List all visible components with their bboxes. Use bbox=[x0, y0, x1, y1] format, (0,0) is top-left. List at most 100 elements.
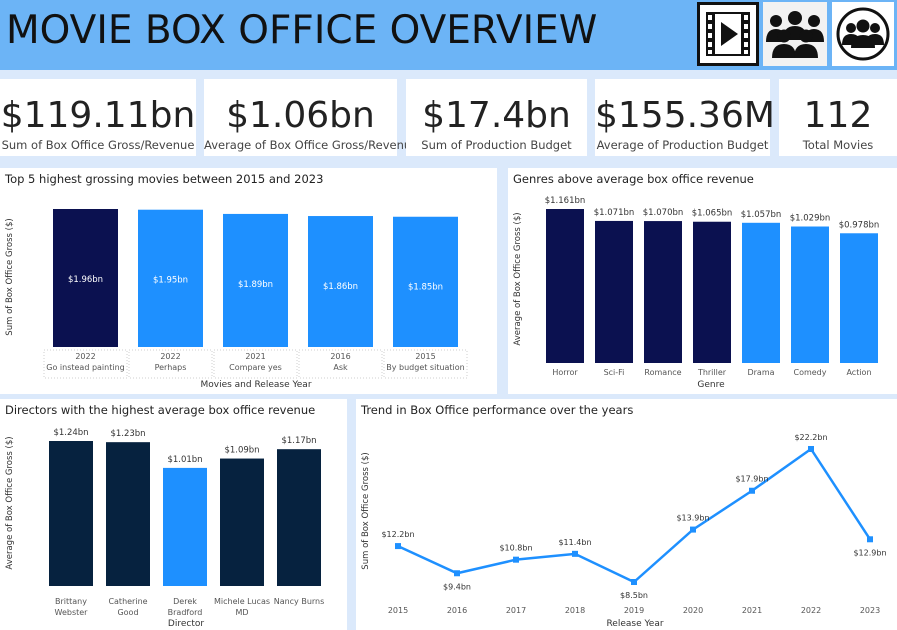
data-label: $1.24bn bbox=[53, 428, 88, 438]
group-circle-icon[interactable] bbox=[832, 2, 894, 66]
data-label: $1.86bn bbox=[323, 282, 358, 292]
x-tick-label: 2015 bbox=[388, 606, 408, 615]
x-tick-label: Horror bbox=[552, 368, 578, 377]
top5-movies-chart: $1.96bn 2022 Go instead painting $1.95bn 202… bbox=[5, 209, 468, 390]
directors-chart: $1.24bn Brittany Webster $1.23bn Catherine Go… bbox=[5, 428, 325, 629]
kpi-label: Average of Box Office Gross/Revenue bbox=[204, 138, 419, 152]
data-label: $0.978bn bbox=[839, 220, 880, 230]
x-tick-label: Romance bbox=[644, 368, 681, 377]
data-label: $11.4bn bbox=[558, 538, 591, 547]
panel-title: Genres above average box office revenue bbox=[513, 172, 754, 186]
team-people-icon[interactable] bbox=[763, 2, 827, 66]
data-point bbox=[690, 526, 696, 533]
data-label: $10.8bn bbox=[499, 544, 532, 553]
bar bbox=[693, 221, 731, 363]
bar bbox=[791, 226, 829, 363]
x-tick-label: 2022 bbox=[75, 352, 95, 361]
panel-title: Directors with the highest average box o… bbox=[5, 403, 316, 417]
kpi-value: $17.4bn bbox=[422, 95, 571, 136]
x-tick-label: Thriller bbox=[697, 368, 727, 377]
x-tick-label: Catherine bbox=[108, 597, 147, 606]
bar bbox=[106, 442, 150, 586]
bar bbox=[163, 467, 207, 586]
category-box bbox=[43, 349, 128, 379]
data-label: $1.17bn bbox=[281, 436, 316, 446]
panel-title: Trend in Box Office performance over the… bbox=[361, 403, 634, 417]
category-box bbox=[128, 349, 213, 379]
category-box bbox=[383, 349, 468, 379]
kpi-card-sum-gross: $119.11bn Sum of Box Office Gross/Revenu… bbox=[0, 79, 196, 156]
x-tick-label: 2022 bbox=[801, 606, 821, 615]
category-box bbox=[213, 349, 298, 379]
x-tick-label: 2016 bbox=[447, 606, 467, 615]
data-point bbox=[808, 446, 814, 452]
data-label: $1.070bn bbox=[643, 208, 684, 218]
x-axis-label: Movies and Release Year bbox=[200, 380, 311, 390]
page-title: MOVIE BOX OFFICE OVERVIEW bbox=[6, 8, 598, 53]
series-line bbox=[397, 447, 872, 584]
x-tick-label: 2021 bbox=[742, 606, 762, 615]
data-label: $22.2bn bbox=[794, 433, 827, 442]
x-tick-label: 2017 bbox=[506, 606, 526, 615]
x-tick-label: Drama bbox=[747, 368, 774, 377]
data-label: $1.85bn bbox=[408, 283, 443, 293]
kpi-card-total-movies: 112 Total Movies bbox=[779, 79, 897, 156]
data-label: $1.065bn bbox=[692, 209, 733, 219]
data-label: $1.071bn bbox=[594, 208, 635, 218]
bar bbox=[220, 458, 264, 586]
data-label: $1.96bn bbox=[68, 275, 103, 285]
kpi-value: $1.06bn bbox=[226, 95, 375, 136]
film-strip-play-icon[interactable] bbox=[697, 2, 759, 66]
data-label: $1.01bn bbox=[167, 455, 202, 465]
data-label: $1.029bn bbox=[790, 214, 831, 224]
data-label: $9.4bn bbox=[443, 582, 471, 591]
x-tick-label: 2021 bbox=[245, 352, 265, 361]
x-tick-label: 2016 bbox=[330, 352, 350, 361]
y-axis-label: Sum of Box Office Gross ($) bbox=[5, 218, 15, 335]
top5-movies-panel: Top 5 highest grossing movies between 20… bbox=[0, 168, 497, 394]
category-box bbox=[298, 349, 383, 379]
x-tick-label: Action bbox=[846, 368, 871, 377]
kpi-label: Sum of Production Budget bbox=[421, 138, 572, 152]
data-label: $1.95bn bbox=[153, 276, 188, 286]
x-tick-label: 2015 bbox=[415, 352, 435, 361]
bar bbox=[840, 233, 878, 363]
data-point bbox=[513, 556, 519, 563]
x-axis-label: Genre bbox=[697, 380, 725, 390]
bar bbox=[393, 216, 458, 347]
bar bbox=[53, 209, 118, 347]
x-tick-label: Perhaps bbox=[155, 363, 187, 372]
y-axis-label: Sum of Box Office Gross ($) bbox=[361, 452, 371, 569]
kpi-value: 112 bbox=[803, 95, 873, 136]
x-tick-label: Ask bbox=[333, 363, 348, 372]
header-banner: MOVIE BOX OFFICE OVERVIEW bbox=[0, 0, 897, 70]
kpi-card-avg-gross: $1.06bn Average of Box Office Gross/Reve… bbox=[204, 79, 419, 156]
x-tick-label: 2018 bbox=[565, 606, 585, 615]
kpi-card-avg-budget: $155.36M Average of Production Budget bbox=[595, 79, 775, 156]
kpi-value: $155.36M bbox=[595, 95, 775, 136]
data-point bbox=[454, 570, 460, 577]
data-label: $12.9bn bbox=[853, 548, 886, 557]
data-label: $1.057bn bbox=[741, 210, 782, 220]
x-tick-label: 2023 bbox=[860, 606, 880, 615]
x-tick-label: 2022 bbox=[160, 352, 180, 361]
bar bbox=[49, 441, 93, 586]
data-label: $8.5bn bbox=[620, 591, 648, 600]
x-tick-label: 2020 bbox=[683, 606, 703, 615]
x-tick-label: Good bbox=[117, 608, 138, 617]
data-label: $17.9bn bbox=[735, 475, 768, 484]
x-tick-label: Nancy Burns bbox=[274, 597, 325, 606]
trend-chart: $12.2bn 2015 $9.4bn 2016 $10.8bn 2017 $11.4bn 2… bbox=[361, 433, 887, 629]
data-label: $1.89bn bbox=[238, 280, 273, 290]
data-point bbox=[867, 536, 873, 543]
bar bbox=[223, 213, 288, 347]
data-label: $1.09bn bbox=[224, 446, 259, 456]
directors-panel: Directors with the highest average box o… bbox=[0, 399, 347, 630]
x-tick-label: Go instead painting bbox=[46, 363, 124, 372]
x-tick-label: 2019 bbox=[624, 606, 644, 615]
data-point bbox=[572, 550, 578, 557]
x-axis-label: Director bbox=[168, 619, 204, 629]
x-tick-label: By budget situation bbox=[386, 363, 465, 372]
kpi-label: Sum of Box Office Gross/Revenue bbox=[1, 138, 195, 152]
bar bbox=[595, 220, 633, 363]
